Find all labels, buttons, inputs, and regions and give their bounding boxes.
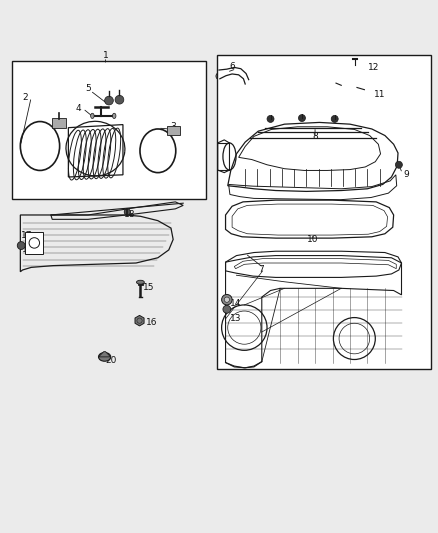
Text: 16: 16 — [145, 318, 157, 327]
Text: 17: 17 — [21, 231, 33, 239]
Text: 18: 18 — [124, 211, 135, 220]
Text: 5: 5 — [85, 84, 91, 93]
Text: 4: 4 — [76, 104, 81, 113]
Circle shape — [17, 241, 25, 249]
Circle shape — [105, 96, 113, 105]
Text: 11: 11 — [374, 90, 385, 99]
Ellipse shape — [137, 280, 145, 284]
Circle shape — [222, 294, 232, 305]
Text: 15: 15 — [142, 283, 154, 292]
Text: 3: 3 — [170, 122, 176, 131]
Circle shape — [267, 116, 274, 123]
FancyBboxPatch shape — [167, 126, 180, 135]
Circle shape — [396, 161, 403, 168]
Ellipse shape — [113, 113, 116, 118]
FancyBboxPatch shape — [340, 80, 358, 96]
Circle shape — [124, 209, 131, 215]
Text: 6: 6 — [229, 62, 235, 71]
FancyBboxPatch shape — [12, 61, 206, 199]
Circle shape — [298, 115, 305, 122]
Text: 8: 8 — [312, 132, 318, 141]
Circle shape — [242, 78, 249, 85]
Text: 9: 9 — [404, 171, 410, 179]
Text: 18: 18 — [22, 245, 34, 254]
Ellipse shape — [99, 352, 111, 361]
Circle shape — [351, 65, 359, 73]
Ellipse shape — [91, 113, 94, 118]
Polygon shape — [99, 352, 111, 357]
FancyBboxPatch shape — [52, 118, 66, 128]
Circle shape — [331, 116, 338, 123]
Polygon shape — [135, 316, 144, 326]
Circle shape — [216, 72, 223, 79]
Circle shape — [224, 297, 230, 302]
FancyBboxPatch shape — [25, 231, 43, 254]
Text: 1: 1 — [102, 51, 108, 60]
Text: 13: 13 — [230, 313, 241, 322]
Text: 2: 2 — [22, 93, 28, 102]
Text: 12: 12 — [368, 63, 380, 72]
FancyBboxPatch shape — [217, 55, 431, 369]
Circle shape — [223, 305, 231, 313]
Text: 7: 7 — [258, 265, 264, 274]
Text: 20: 20 — [105, 356, 117, 365]
Text: 10: 10 — [307, 235, 318, 244]
Circle shape — [115, 95, 124, 104]
Text: 14: 14 — [230, 299, 241, 308]
